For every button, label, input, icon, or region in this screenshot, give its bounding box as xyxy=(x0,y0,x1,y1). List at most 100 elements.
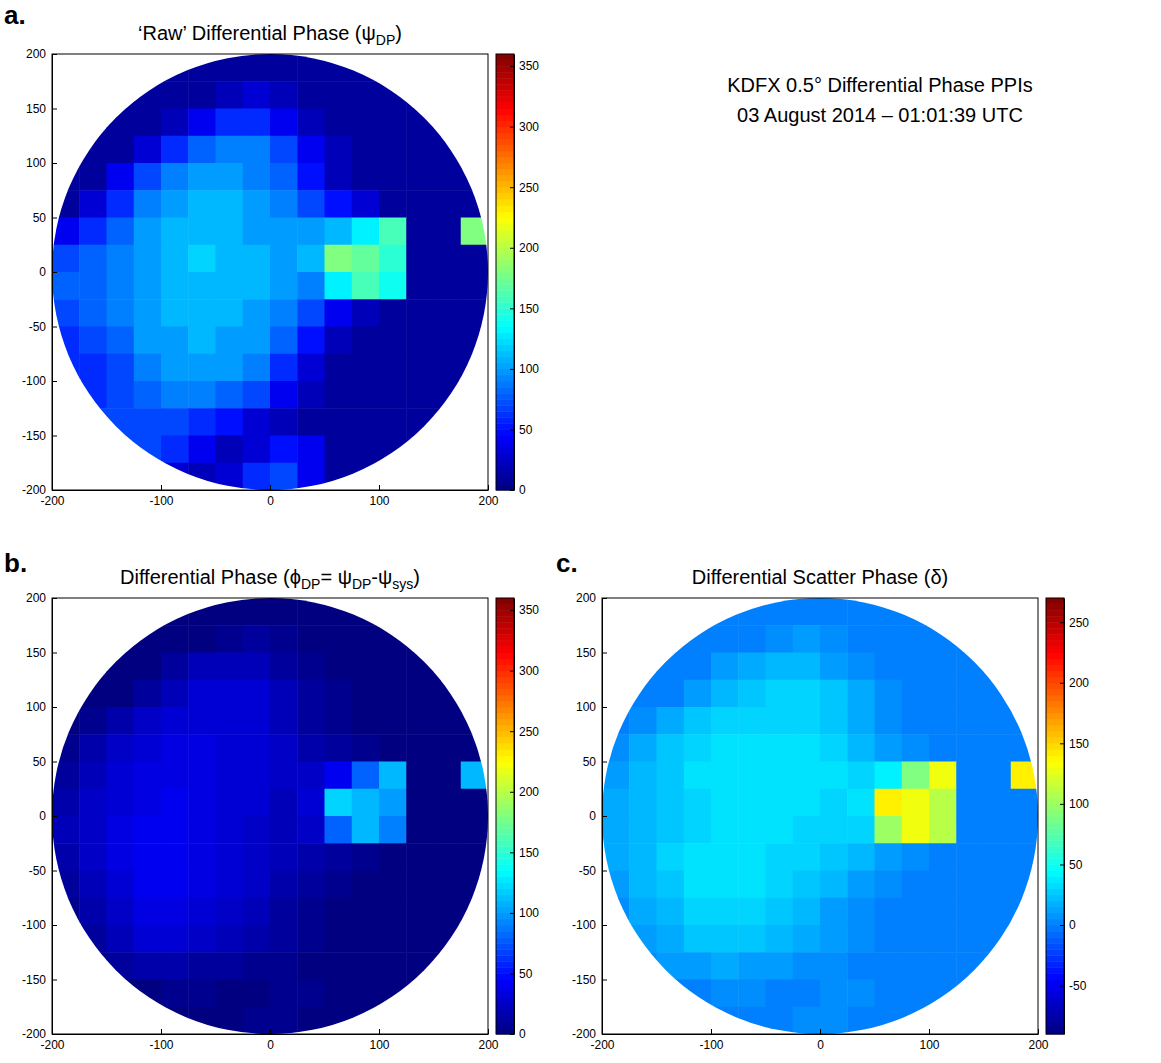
colorbar-swatch xyxy=(1046,719,1064,726)
tick-mark xyxy=(510,369,514,370)
cell xyxy=(188,218,216,246)
cell xyxy=(216,436,244,464)
tick-label: 200 xyxy=(26,591,46,605)
tick-mark xyxy=(52,653,57,654)
cell xyxy=(379,354,407,382)
cell xyxy=(161,1007,189,1035)
cell xyxy=(161,952,189,980)
cell xyxy=(820,980,848,1008)
colorbar-swatch xyxy=(496,792,514,799)
cell xyxy=(270,436,298,464)
colorbar-frame xyxy=(496,54,514,490)
cell xyxy=(352,245,380,273)
cell xyxy=(107,707,135,735)
colorbar-swatch xyxy=(1046,858,1064,865)
cell xyxy=(684,625,712,653)
cell xyxy=(243,218,271,246)
cell xyxy=(216,190,244,218)
colorbar-swatch xyxy=(1046,646,1064,653)
cell xyxy=(352,680,380,708)
tick: 50 xyxy=(33,755,57,769)
tick: -100 xyxy=(22,374,57,388)
colorbar-swatch xyxy=(496,417,514,424)
cell xyxy=(325,463,353,491)
cell xyxy=(79,707,107,735)
colorbar-swatch xyxy=(496,145,514,152)
cell xyxy=(684,952,712,980)
colorbar-swatch xyxy=(496,895,514,902)
cell xyxy=(352,816,380,844)
cell xyxy=(379,925,407,953)
tick: 0 xyxy=(39,265,57,279)
colorbar-swatch xyxy=(496,369,514,376)
cell xyxy=(434,272,462,300)
cell xyxy=(107,898,135,926)
colorbar-swatch xyxy=(496,296,514,303)
panel-title: ‘Raw’ Differential Phase (ψDP) xyxy=(138,22,402,48)
tick-mark xyxy=(711,1029,712,1034)
cell xyxy=(325,245,353,273)
colorbar-swatch xyxy=(496,816,514,823)
colorbar-swatch xyxy=(496,737,514,744)
colorbar-swatch xyxy=(496,786,514,793)
cell xyxy=(820,898,848,926)
cell xyxy=(629,762,657,790)
panel-letter: c. xyxy=(556,548,578,578)
colorbar-swatch xyxy=(496,1004,514,1011)
cell xyxy=(820,762,848,790)
colorbar-swatch xyxy=(1046,780,1064,787)
cell xyxy=(325,81,353,109)
cell xyxy=(929,653,957,681)
colorbar-swatch xyxy=(496,72,514,79)
tick: -150 xyxy=(572,973,607,987)
cell xyxy=(379,762,407,790)
cell xyxy=(134,653,162,681)
colorbar-swatch xyxy=(496,375,514,382)
cell xyxy=(766,925,794,953)
cell xyxy=(79,843,107,871)
cell xyxy=(629,843,657,871)
cell xyxy=(379,436,407,464)
cell xyxy=(79,381,107,409)
tick-label: 0 xyxy=(589,809,596,823)
cell xyxy=(929,762,957,790)
colorbar-swatch xyxy=(496,442,514,449)
cell xyxy=(243,163,271,191)
tick-mark xyxy=(379,1029,380,1034)
cell xyxy=(134,625,162,653)
tick: 200 xyxy=(26,591,57,605)
cell xyxy=(52,299,80,327)
tick: 100 xyxy=(919,1029,939,1052)
cell xyxy=(461,327,489,355)
tick: 50 xyxy=(510,423,533,437)
cell xyxy=(188,843,216,871)
cell xyxy=(161,136,189,164)
cell xyxy=(352,843,380,871)
cell xyxy=(243,327,271,355)
tick: 50 xyxy=(583,755,607,769)
tick: 100 xyxy=(26,700,57,714)
cell xyxy=(875,762,903,790)
cell xyxy=(297,843,325,871)
cell xyxy=(711,843,739,871)
colorbar-swatch xyxy=(1046,725,1064,732)
colorbar-swatch xyxy=(496,472,514,479)
cell xyxy=(379,299,407,327)
cell xyxy=(602,734,630,762)
colorbar-swatch xyxy=(1046,907,1064,914)
cell xyxy=(79,299,107,327)
colorbar-swatch xyxy=(1046,677,1064,684)
cell xyxy=(793,653,821,681)
cell xyxy=(657,653,685,681)
tick-label: 100 xyxy=(26,700,46,714)
cell xyxy=(657,680,685,708)
cell xyxy=(406,136,434,164)
colorbar-swatch xyxy=(496,762,514,769)
cell xyxy=(243,843,271,871)
cell xyxy=(325,734,353,762)
panel-title: Differential Scatter Phase (δ) xyxy=(692,566,948,588)
colorbar-swatch xyxy=(496,109,514,116)
tick-label: -150 xyxy=(22,973,46,987)
cell xyxy=(216,952,244,980)
cell xyxy=(243,109,271,137)
